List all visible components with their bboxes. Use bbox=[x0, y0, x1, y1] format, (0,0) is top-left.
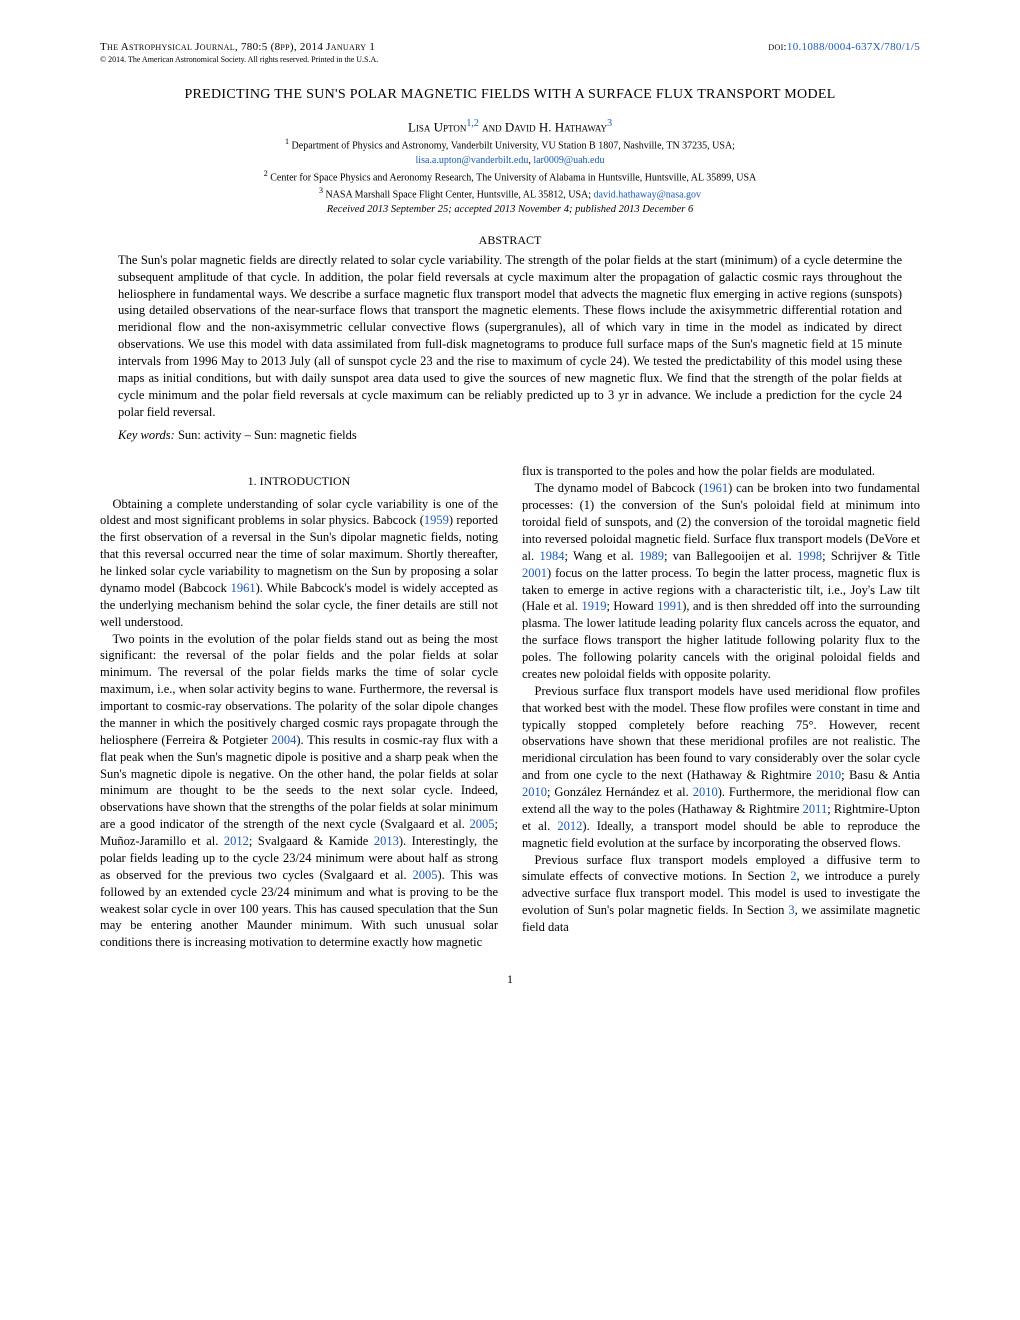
text: ; Howard bbox=[606, 599, 657, 613]
para-1: Obtaining a complete understanding of so… bbox=[100, 496, 498, 631]
copyright: © 2014. The American Astronomical Societ… bbox=[100, 55, 920, 66]
text: ; Basu & Antia bbox=[841, 768, 920, 782]
text: ; Schrijver & Title bbox=[822, 549, 920, 563]
author-2: David H. Hathaway bbox=[505, 119, 607, 134]
author-1: Lisa Upton bbox=[408, 119, 466, 134]
text: ; Svalgaard & Kamide bbox=[249, 834, 374, 848]
ref-year-link[interactable]: 2012 bbox=[557, 819, 582, 833]
affiliation-2: 2 Center for Space Physics and Aeronomy … bbox=[100, 169, 920, 185]
affiliation-1-emails: lisa.a.upton@vanderbilt.edu, lar0009@uah… bbox=[100, 154, 920, 168]
affil-1-text: Department of Physics and Astronomy, Van… bbox=[289, 141, 735, 152]
para-4: Previous surface flux transport models h… bbox=[522, 683, 920, 852]
para-2: Two points in the evolution of the polar… bbox=[100, 631, 498, 952]
doi-container: doi:10.1088/0004-637X/780/1/5 bbox=[768, 40, 920, 55]
affil-2-text: Center for Space Physics and Aeronomy Re… bbox=[268, 172, 757, 183]
text: Two points in the evolution of the polar… bbox=[100, 632, 498, 747]
ref-year-link[interactable]: 1959 bbox=[424, 513, 449, 527]
author-2-affil[interactable]: 3 bbox=[607, 118, 612, 129]
keywords-text: Sun: activity – Sun: magnetic fields bbox=[175, 428, 357, 442]
author-sep: and bbox=[479, 119, 505, 134]
text: ). Ideally, a transport model should be … bbox=[522, 819, 920, 850]
ref-year-link[interactable]: 2004 bbox=[271, 733, 296, 747]
keywords-label: Key words: bbox=[118, 428, 175, 442]
doi-link[interactable]: 10.1088/0004-637X/780/1/5 bbox=[787, 41, 920, 53]
ref-year-link[interactable]: 1998 bbox=[797, 549, 822, 563]
ref-year-link[interactable]: 2005 bbox=[470, 817, 495, 831]
email-link-1[interactable]: lisa.a.upton@vanderbilt.edu bbox=[416, 155, 529, 166]
author-1-affil[interactable]: 1,2 bbox=[466, 118, 479, 129]
ref-year-link[interactable]: 1919 bbox=[581, 599, 606, 613]
ref-year-link[interactable]: 1984 bbox=[539, 549, 564, 563]
abstract-heading: ABSTRACT bbox=[100, 232, 920, 248]
keywords: Key words: Sun: activity – Sun: magnetic… bbox=[118, 427, 902, 444]
ref-year-link[interactable]: 1989 bbox=[639, 549, 664, 563]
ref-year-link[interactable]: 2001 bbox=[522, 566, 547, 580]
ref-year-link[interactable]: 2011 bbox=[803, 802, 828, 816]
authors: Lisa Upton1,2 and David H. Hathaway3 bbox=[100, 117, 920, 136]
ref-year-link[interactable]: 1961 bbox=[703, 481, 728, 495]
para-3: The dynamo model of Babcock (1961) can b… bbox=[522, 480, 920, 683]
pub-dates: Received 2013 September 25; accepted 201… bbox=[100, 203, 920, 217]
text: ; Wang et al. bbox=[564, 549, 639, 563]
text: ). This results in cosmic-ray flux with … bbox=[100, 733, 498, 831]
text: ; González Hernández et al. bbox=[547, 785, 693, 799]
page-number: 1 bbox=[100, 971, 920, 987]
affiliation-1: 1 Department of Physics and Astronomy, V… bbox=[100, 137, 920, 153]
para-5: Previous surface flux transport models e… bbox=[522, 852, 920, 936]
text: ; van Ballegooijen et al. bbox=[664, 549, 797, 563]
para-cont: flux is transported to the poles and how… bbox=[522, 463, 920, 480]
email-link-3[interactable]: david.hathaway@nasa.gov bbox=[594, 189, 702, 200]
paper-title: PREDICTING THE SUN'S POLAR MAGNETIC FIEL… bbox=[100, 86, 920, 105]
ref-year-link[interactable]: 1961 bbox=[231, 581, 256, 595]
abstract-text: The Sun's polar magnetic fields are dire… bbox=[118, 252, 902, 421]
affil-3-text: NASA Marshall Space Flight Center, Hunts… bbox=[323, 189, 594, 200]
ref-year-link[interactable]: 2005 bbox=[413, 868, 438, 882]
ref-year-link[interactable]: 2010 bbox=[816, 768, 841, 782]
journal-ref: The Astrophysical Journal, 780:5 (8pp), … bbox=[100, 40, 375, 55]
ref-year-link[interactable]: 2013 bbox=[374, 834, 399, 848]
column-left: 1. INTRODUCTION Obtaining a complete und… bbox=[100, 463, 498, 951]
ref-year-link[interactable]: 2012 bbox=[224, 834, 249, 848]
text: The dynamo model of Babcock ( bbox=[535, 481, 704, 495]
affiliation-3: 3 NASA Marshall Space Flight Center, Hun… bbox=[100, 186, 920, 202]
ref-year-link[interactable]: 2010 bbox=[693, 785, 718, 799]
ref-year-link[interactable]: 1991 bbox=[657, 599, 682, 613]
column-right: flux is transported to the poles and how… bbox=[522, 463, 920, 951]
ref-year-link[interactable]: 2010 bbox=[522, 785, 547, 799]
section-1-heading: 1. INTRODUCTION bbox=[100, 473, 498, 489]
doi-prefix: doi: bbox=[768, 41, 786, 53]
email-link-2[interactable]: lar0009@uah.edu bbox=[533, 155, 604, 166]
